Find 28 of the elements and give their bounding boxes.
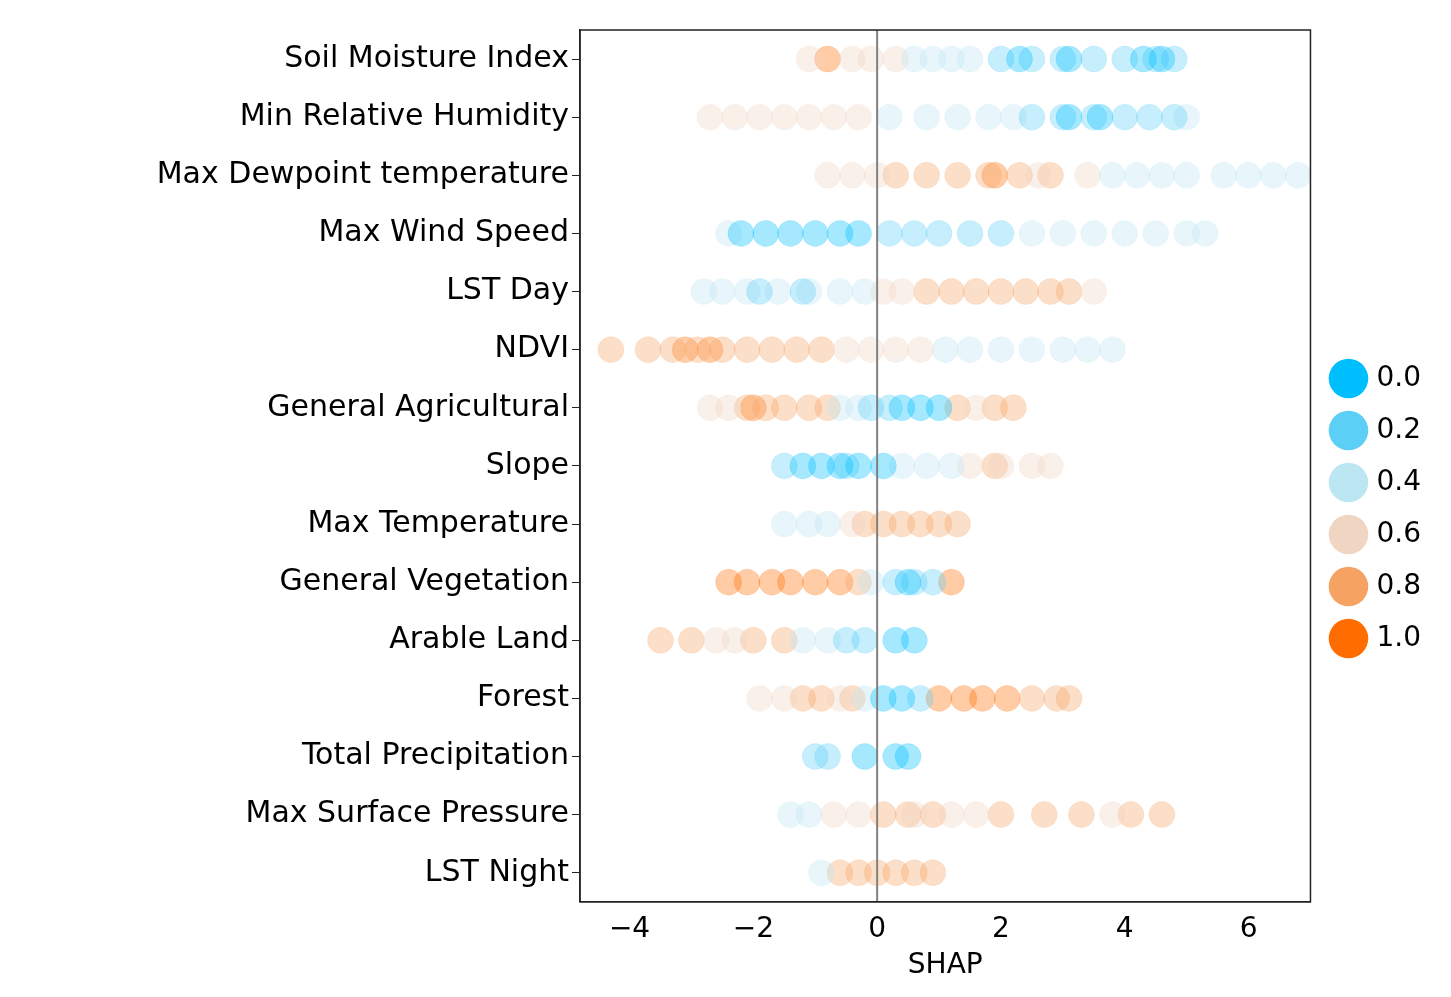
y-tick-label: Soil Moisture Index: [284, 38, 569, 74]
x-axis-title: SHAP: [907, 947, 983, 981]
y-tick-label: Max Wind Speed: [318, 213, 569, 249]
x-tick-label: −2: [732, 910, 774, 944]
legend-label: 0.8: [1376, 567, 1421, 601]
y-tick-label: General Vegetation: [279, 561, 569, 597]
y-tick-label: Total Precipitation: [300, 736, 569, 772]
y-tick-label: Max Dewpoint temperature: [156, 155, 569, 191]
legend-label: 1.0: [1376, 619, 1421, 653]
legend-label: 0.0: [1376, 359, 1421, 393]
legend-label: 0.4: [1376, 463, 1421, 497]
y-tick-label: Forest: [476, 678, 570, 714]
x-tick-label: 4: [1115, 910, 1134, 944]
y-tick-label: General Agricultural: [267, 387, 569, 423]
y-tick-label: Slope: [485, 445, 569, 481]
y-tick-label: Max Surface Pressure: [245, 794, 569, 830]
y-tick-label: NDVI: [494, 329, 569, 365]
y-tick-label: LST Day: [446, 271, 569, 307]
legend-label: 0.2: [1376, 411, 1421, 445]
x-tick-label: 0: [868, 910, 887, 944]
y-tick-label: LST Night: [424, 852, 570, 888]
x-tick-label: 6: [1239, 910, 1258, 944]
legend-label: 0.6: [1376, 515, 1421, 549]
y-tick-label: Min Relative Humidity: [239, 96, 569, 132]
x-tick-label: 2: [992, 910, 1010, 944]
x-tick-label: −4: [608, 910, 651, 944]
y-tick-label: Max Temperature: [307, 503, 569, 539]
y-tick-label: Arable Land: [389, 620, 569, 656]
